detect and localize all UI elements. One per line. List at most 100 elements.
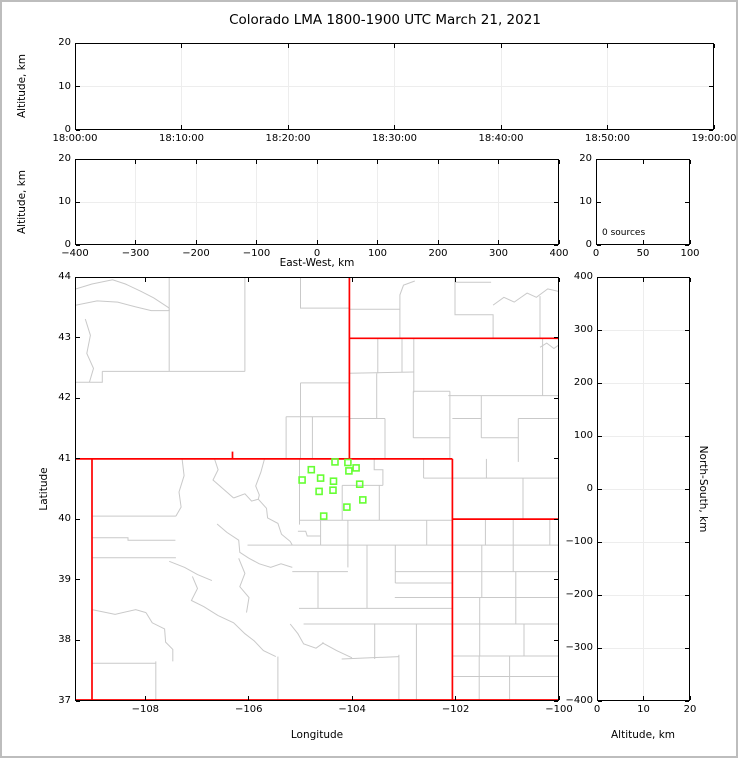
- x-tick-top: [394, 44, 395, 48]
- lma-station-marker: [315, 487, 323, 496]
- y-tick-label: 10: [58, 80, 71, 92]
- y-tick-right: [685, 488, 689, 490]
- ns-panel-xlabel: Altitude, km: [610, 729, 676, 741]
- ew-height-panel: [75, 159, 559, 245]
- y-gridline: [598, 382, 689, 384]
- x-tick-bottom: [195, 240, 197, 244]
- y-tick-label: 20: [58, 37, 71, 48]
- y-tick-right: [554, 700, 558, 702]
- x-tick-top: [377, 160, 378, 164]
- y-tick-label: 0: [64, 124, 71, 135]
- y-gridline: [598, 541, 689, 543]
- y-tick-left: [76, 337, 80, 339]
- county-boundary: [175, 458, 185, 517]
- y-tick-right: [554, 276, 558, 278]
- lma-station-marker: [352, 464, 360, 472]
- x-tick-top: [74, 160, 76, 164]
- y-tick-left: [76, 700, 80, 702]
- x-tick-top: [713, 44, 715, 48]
- x-tick-bottom: [351, 696, 353, 700]
- x-tick-bottom: [558, 696, 560, 700]
- y-tick-right: [685, 647, 689, 649]
- x-tick-bottom: [437, 240, 439, 244]
- y-tick-right: [709, 129, 713, 131]
- y-tick-label: −300: [565, 642, 593, 653]
- x-tick-label: 18:50:00: [585, 133, 630, 144]
- x-tick-top: [135, 160, 136, 164]
- county-boundary: [492, 288, 558, 306]
- ns-height-panel: [597, 277, 690, 701]
- county-boundary: [289, 623, 324, 649]
- x-tick-bottom: [713, 125, 715, 129]
- x-tick-top: [74, 44, 76, 48]
- county-boundary: [92, 537, 176, 541]
- x-tick-bottom: [74, 240, 76, 244]
- county-boundary: [190, 576, 219, 617]
- lma-station-marker: [316, 474, 325, 482]
- x-tick-top: [558, 160, 560, 164]
- y-tick-label: 0: [64, 239, 71, 250]
- y-gridline: [76, 201, 558, 203]
- map-ylabel: Latitude: [38, 467, 50, 511]
- y-tick-right: [554, 244, 558, 246]
- map-xlabel: Longitude: [290, 729, 344, 741]
- county-boundary: [76, 300, 170, 312]
- x-tick-bottom: [500, 125, 502, 129]
- x-tick-bottom: [144, 696, 146, 700]
- y-tick-left: [598, 594, 602, 596]
- y-tick-left: [597, 201, 601, 203]
- source-count-text: 0 sources: [602, 228, 646, 238]
- x-tick-top: [248, 278, 250, 282]
- y-tick-label: −100: [565, 536, 593, 547]
- x-tick-label: 18:20:00: [265, 133, 311, 144]
- y-tick-right: [554, 201, 558, 203]
- county-boundary: [212, 458, 234, 499]
- x-tick-label: 18:40:00: [478, 133, 524, 144]
- x-tick-bottom: [642, 240, 644, 244]
- y-tick-right: [554, 397, 558, 399]
- county-boundary: [91, 609, 147, 615]
- x-tick-label: 20: [683, 704, 697, 715]
- y-tick-left: [597, 158, 601, 160]
- county-boundary: [255, 458, 265, 500]
- y-tick-left: [597, 244, 601, 246]
- lma-station-marker: [329, 486, 337, 494]
- y-tick-left: [76, 42, 80, 44]
- x-tick-top: [689, 278, 691, 282]
- x-tick-label: 0: [313, 248, 321, 259]
- y-tick-label: 38: [58, 634, 71, 646]
- y-tick-label: 37: [58, 695, 71, 706]
- y-tick-left: [76, 201, 80, 203]
- y-tick-label: 44: [58, 271, 71, 282]
- map-panel: [75, 277, 559, 701]
- y-tick-left: [76, 158, 80, 160]
- county-boundary: [300, 278, 350, 309]
- y-tick-right: [685, 382, 689, 384]
- y-gridline: [598, 647, 689, 649]
- y-tick-left: [76, 639, 80, 641]
- y-tick-right: [685, 435, 689, 437]
- lma-station-marker: [343, 503, 351, 511]
- ew-panel-xlabel: East-West, km: [279, 257, 355, 269]
- x-tick-label: 50: [636, 248, 650, 259]
- y-tick-label: 41: [58, 452, 71, 464]
- county-boundary: [76, 371, 103, 383]
- x-tick-top: [643, 278, 644, 282]
- x-tick-label: 400: [549, 248, 569, 259]
- county-boundary: [373, 458, 384, 486]
- x-tick-top: [195, 160, 197, 164]
- x-tick-top: [316, 160, 318, 164]
- x-tick-label: 18:30:00: [372, 133, 417, 144]
- y-tick-left: [76, 86, 80, 87]
- x-tick-bottom: [287, 125, 289, 129]
- y-tick-left: [598, 329, 602, 331]
- county-boundary: [321, 642, 353, 659]
- y-tick-label: 39: [58, 573, 71, 585]
- y-tick-left: [598, 435, 602, 437]
- x-tick-bottom: [596, 696, 598, 700]
- y-tick-label: 200: [573, 377, 593, 388]
- y-tick-label: 400: [573, 271, 593, 282]
- y-tick-right: [685, 158, 689, 160]
- y-tick-right: [685, 700, 689, 702]
- x-tick-bottom: [316, 240, 318, 244]
